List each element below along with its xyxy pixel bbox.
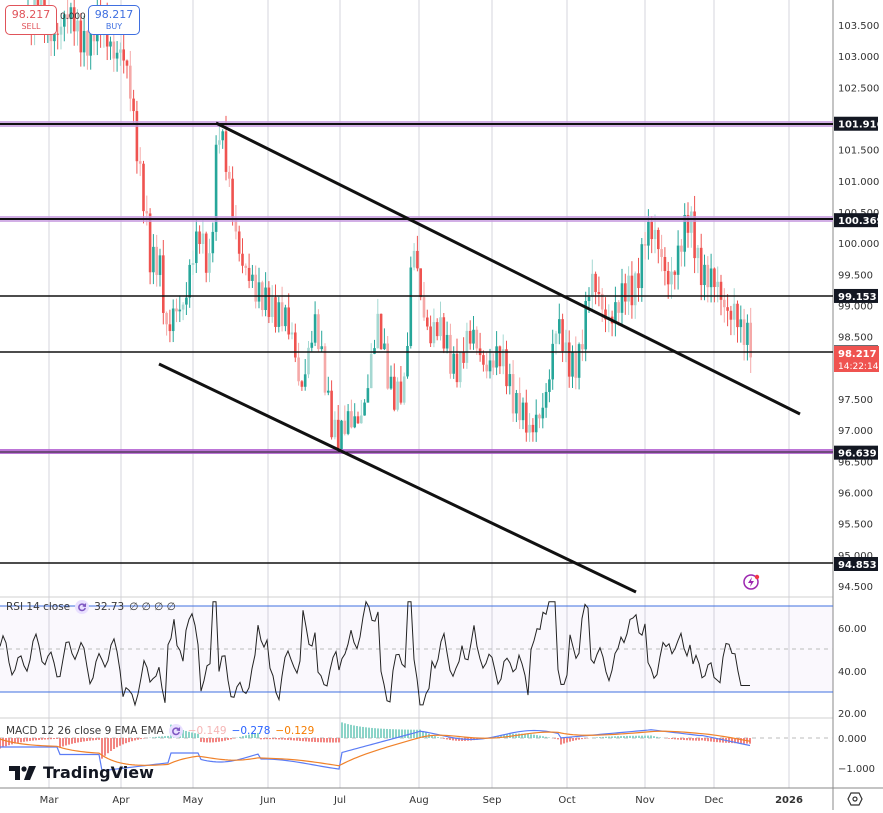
rsi-pane[interactable] — [0, 602, 833, 705]
time-tick: 2026 — [775, 795, 803, 806]
price-tick: 99.500 — [838, 270, 873, 281]
last-price-value: 98.217 — [838, 349, 877, 360]
macd-histogram-value: −0.149 — [188, 725, 227, 737]
sell-label: SELL — [6, 22, 56, 32]
sell-price: 98.217 — [6, 8, 56, 22]
sell-button[interactable]: 98.217 SELL — [5, 5, 57, 35]
trend-channel[interactable] — [159, 123, 800, 592]
macd-legend[interactable]: MACD 12 26 close 9 EMA EMA −0.149 −0.278… — [6, 724, 314, 738]
price-tick: 97.000 — [838, 426, 873, 437]
rsi-legend[interactable]: RSI 14 close 32.73 ∅ ∅ ∅ ∅ — [6, 600, 176, 614]
level-tag: 101.916 — [838, 120, 883, 131]
macd-axis[interactable]: 0.000 −1.000 — [838, 734, 875, 775]
price-tick: 103.500 — [838, 21, 879, 32]
macd-label: MACD 12 26 close 9 EMA EMA — [6, 725, 164, 737]
rsi-tick: 60.00 — [838, 624, 867, 635]
time-tick: Dec — [704, 795, 723, 806]
tradingview-logo-icon — [9, 766, 37, 780]
signal-value: −0.129 — [275, 725, 314, 737]
cycle-icon[interactable] — [169, 724, 183, 738]
price-tick: 101.000 — [838, 177, 879, 188]
price-tick: 96.000 — [838, 489, 873, 500]
macd-value: −0.278 — [232, 725, 271, 737]
last-price-tag: 98.217 14:22:14 — [834, 346, 879, 372]
level-tag: 100.369 — [838, 216, 883, 227]
rsi-tick: 20.00 — [838, 709, 867, 720]
time-tick: Mar — [40, 795, 60, 806]
time-tick: Nov — [635, 795, 655, 806]
time-axis[interactable]: Mar Apr May Jun Jul Aug Sep Oct Nov Dec 2026 — [40, 795, 803, 806]
price-tick: 94.500 — [838, 582, 873, 593]
macd-tick: −1.000 — [838, 764, 875, 775]
level-tag: 99.153 — [838, 292, 877, 303]
settings-gear-icon[interactable] — [843, 790, 867, 808]
brand-name: TradingView — [43, 763, 154, 782]
rsi-tick: 40.00 — [838, 667, 867, 678]
price-tick: 102.500 — [838, 83, 879, 94]
price-tick: 103.000 — [838, 52, 879, 63]
rsi-placeholders: ∅ ∅ ∅ ∅ — [129, 601, 176, 613]
buy-button[interactable]: 98.217 BUY — [88, 5, 140, 35]
buy-price: 98.217 — [89, 8, 139, 22]
horizontal-levels[interactable] — [0, 121, 833, 563]
price-tick: 99.000 — [838, 302, 873, 313]
tradingview-logo[interactable]: TradingView — [9, 763, 154, 782]
price-axis[interactable]: 103.500103.000102.500101.500101.000100.5… — [838, 21, 879, 593]
spread-value: 0.000 — [60, 12, 86, 22]
time-tick: Apr — [112, 795, 130, 806]
price-tick: 101.500 — [838, 146, 879, 157]
time-tick: Aug — [409, 795, 429, 806]
time-tick: Jul — [333, 795, 346, 806]
time-tick: May — [183, 795, 204, 806]
lightning-alert-icon[interactable] — [744, 575, 759, 589]
rsi-value: 32.73 — [94, 601, 124, 613]
buy-label: BUY — [89, 22, 139, 32]
time-tick: Oct — [558, 795, 575, 806]
price-tick: 95.500 — [838, 520, 873, 531]
cycle-icon[interactable] — [75, 600, 89, 614]
time-tick: Jun — [259, 795, 276, 806]
countdown: 14:22:14 — [838, 362, 879, 372]
rsi-label: RSI 14 close — [6, 601, 70, 613]
rsi-axis[interactable]: 60.00 40.00 20.00 — [838, 624, 867, 720]
level-tag: 96.639 — [838, 449, 877, 460]
candlestick-series[interactable] — [27, 0, 752, 451]
price-tick: 98.500 — [838, 333, 873, 344]
time-tick: Sep — [483, 795, 502, 806]
price-tick: 100.000 — [838, 239, 879, 250]
level-tag: 94.853 — [838, 560, 877, 571]
macd-tick: 0.000 — [838, 734, 867, 745]
price-tick: 97.500 — [838, 395, 873, 406]
